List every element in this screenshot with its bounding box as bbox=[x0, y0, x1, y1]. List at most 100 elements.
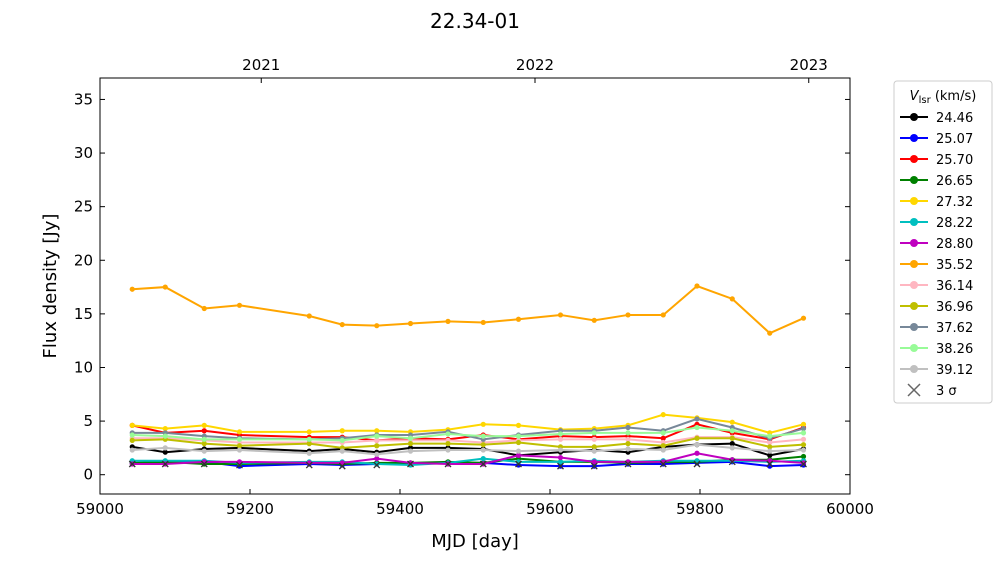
sigma-marker bbox=[161, 460, 169, 468]
data-point bbox=[625, 446, 631, 452]
chart-title: 22.34-01 bbox=[430, 9, 520, 33]
data-point bbox=[800, 421, 807, 427]
data-point bbox=[445, 447, 451, 453]
x-tick-label: 59600 bbox=[526, 500, 574, 518]
data-point bbox=[800, 460, 807, 466]
legend-swatch-marker bbox=[910, 344, 918, 352]
legend-title: Vlsr (km/s) bbox=[910, 89, 977, 106]
sigma-marker-stroke bbox=[236, 461, 243, 469]
series-layer bbox=[129, 283, 807, 469]
data-point bbox=[236, 429, 243, 435]
legend-swatch-marker bbox=[910, 134, 918, 142]
data-point bbox=[515, 448, 522, 454]
data-point bbox=[201, 436, 207, 442]
legend-label: 24.46 bbox=[936, 111, 973, 126]
legend-label: 38.26 bbox=[936, 342, 973, 357]
plot-frame bbox=[99, 77, 851, 495]
legend-label: 36.14 bbox=[936, 279, 973, 294]
sigma-marker-stroke bbox=[800, 460, 807, 468]
top-tick-label: 2021 bbox=[242, 56, 280, 74]
sigma-marker bbox=[659, 460, 667, 468]
legend-label: 28.22 bbox=[936, 216, 973, 231]
top-tick-label: 2023 bbox=[790, 56, 828, 74]
data-point bbox=[306, 313, 312, 319]
data-point bbox=[800, 425, 807, 432]
legend-item: 38.26 bbox=[900, 342, 973, 357]
data-point bbox=[339, 428, 345, 434]
sigma-marker-stroke bbox=[659, 460, 667, 468]
data-point bbox=[660, 447, 666, 453]
data-point bbox=[480, 319, 486, 326]
y-tick-label: 30 bbox=[74, 144, 93, 162]
data-point bbox=[767, 452, 773, 459]
legend-swatch-marker bbox=[910, 365, 918, 373]
data-point bbox=[162, 433, 168, 439]
data-point bbox=[767, 444, 773, 450]
data-point bbox=[591, 317, 597, 323]
sigma-marker-stroke bbox=[373, 461, 381, 469]
legend-label: 35.52 bbox=[936, 258, 973, 273]
sigma-marker bbox=[693, 460, 701, 468]
legend-item: 27.32 bbox=[900, 195, 973, 210]
data-point bbox=[129, 422, 135, 428]
data-point bbox=[591, 444, 597, 450]
data-point bbox=[515, 422, 522, 428]
series-35.52 bbox=[129, 283, 807, 336]
data-point bbox=[445, 441, 451, 447]
data-point bbox=[480, 447, 486, 453]
sigma-marker-stroke bbox=[728, 458, 736, 466]
data-point bbox=[767, 439, 773, 446]
legend-item: 28.22 bbox=[900, 216, 973, 231]
y-tick-label: 35 bbox=[74, 90, 93, 108]
legend-swatch-marker bbox=[910, 260, 918, 268]
legend-swatch-marker bbox=[910, 218, 918, 226]
top-tick-label: 2022 bbox=[516, 56, 554, 74]
data-point bbox=[694, 424, 700, 431]
sigma-marker bbox=[373, 461, 381, 469]
data-point bbox=[374, 323, 380, 329]
x-tick-label: 59800 bbox=[676, 500, 724, 518]
data-point bbox=[515, 433, 522, 439]
series-36.96 bbox=[129, 435, 807, 451]
sigma-marker bbox=[444, 460, 452, 468]
sigma-marker-stroke bbox=[693, 460, 701, 468]
legend-item: 25.70 bbox=[900, 153, 973, 168]
x-tick-label: 60000 bbox=[826, 500, 874, 518]
legend-swatch-marker bbox=[910, 155, 918, 163]
data-point bbox=[800, 315, 807, 321]
data-point bbox=[660, 412, 666, 418]
data-point bbox=[800, 436, 807, 442]
data-point bbox=[201, 428, 207, 434]
data-point bbox=[729, 419, 735, 425]
y-tick-label: 20 bbox=[74, 251, 93, 269]
sigma-marker bbox=[557, 462, 564, 470]
sigma-marker bbox=[305, 461, 313, 469]
sigma-marker bbox=[624, 460, 632, 468]
legend-label-sigma: 3 σ bbox=[936, 384, 957, 399]
data-point bbox=[445, 318, 451, 324]
data-point bbox=[557, 459, 564, 465]
sigma-marker bbox=[590, 462, 598, 470]
data-point bbox=[236, 443, 243, 449]
legend-swatch-marker bbox=[910, 239, 918, 247]
data-point bbox=[407, 460, 414, 466]
sigma-marker-stroke bbox=[766, 460, 774, 468]
data-point bbox=[694, 435, 700, 441]
x-tick-label: 59400 bbox=[376, 500, 424, 518]
legend-label: 36.96 bbox=[936, 300, 973, 315]
sigma-marker bbox=[515, 460, 522, 468]
data-point bbox=[407, 448, 414, 454]
x-tick-label: 59000 bbox=[76, 500, 124, 518]
data-point bbox=[767, 330, 773, 336]
legend-item: 25.07 bbox=[900, 132, 973, 147]
data-point bbox=[162, 449, 168, 455]
y-tick-label: 5 bbox=[83, 412, 93, 430]
y-tick-label: 10 bbox=[74, 358, 93, 376]
sigma-marker-stroke bbox=[515, 460, 522, 468]
data-point bbox=[729, 441, 735, 447]
data-point bbox=[162, 284, 168, 290]
data-point bbox=[660, 312, 666, 318]
data-point bbox=[694, 450, 700, 456]
legend-frame bbox=[893, 80, 993, 404]
